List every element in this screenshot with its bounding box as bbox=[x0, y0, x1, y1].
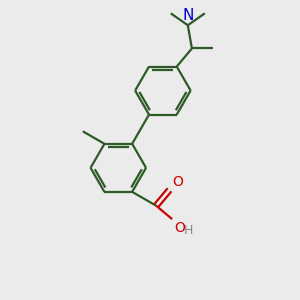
Text: N: N bbox=[182, 8, 194, 23]
Text: O: O bbox=[174, 221, 185, 235]
Text: O: O bbox=[172, 175, 183, 189]
Text: H: H bbox=[184, 224, 194, 237]
